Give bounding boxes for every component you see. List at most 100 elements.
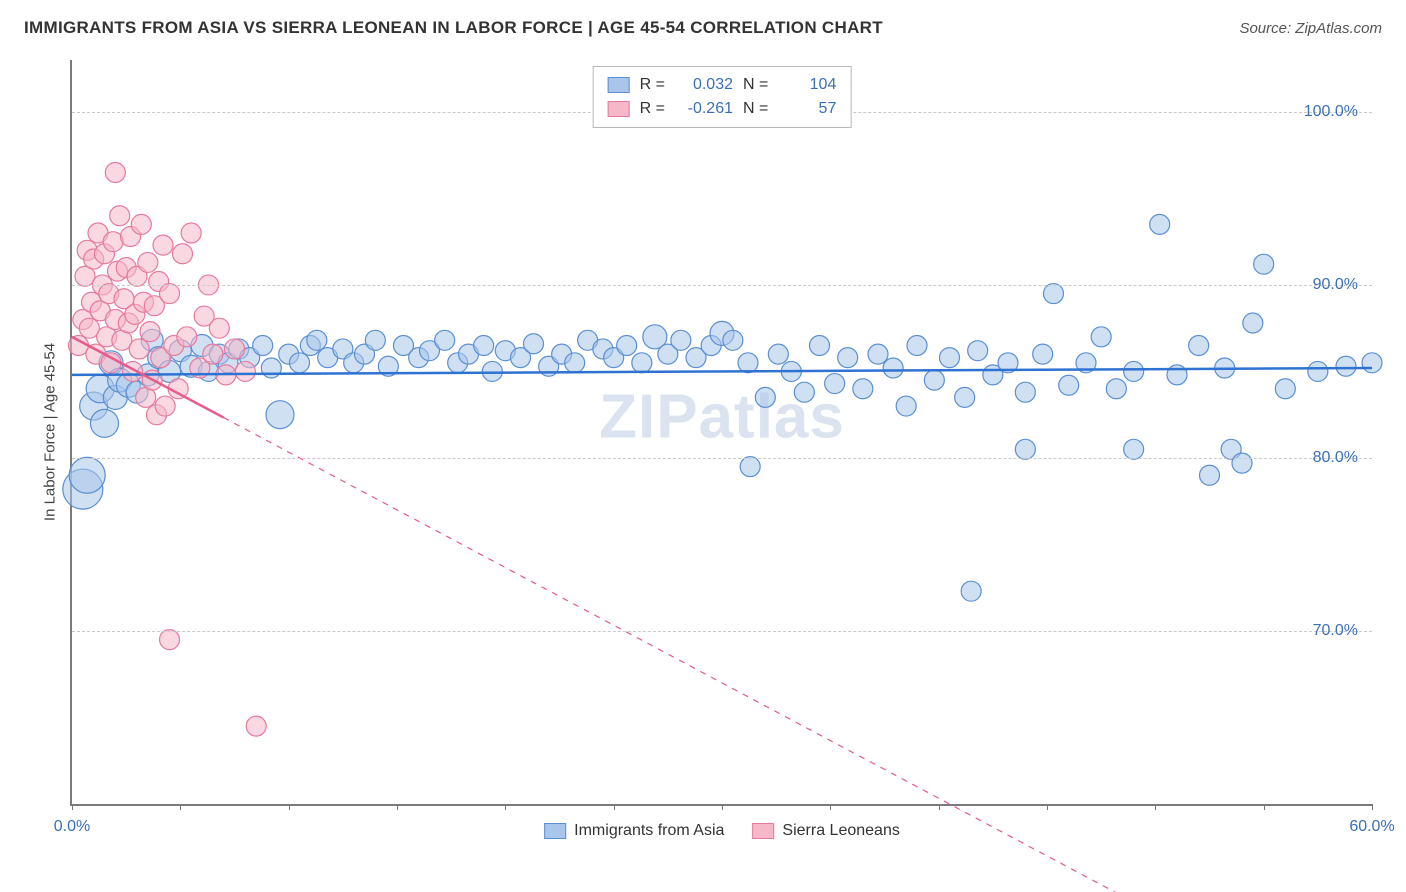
- data-point: [524, 334, 544, 354]
- n-value-sierra: 57: [778, 97, 836, 121]
- data-point: [138, 252, 158, 272]
- data-point: [632, 353, 652, 373]
- data-point: [1362, 353, 1382, 373]
- trend-line-dashed: [224, 418, 1372, 892]
- header: IMMIGRANTS FROM ASIA VS SIERRA LEONEAN I…: [0, 0, 1406, 48]
- data-point: [883, 358, 903, 378]
- data-point: [1033, 344, 1053, 364]
- data-point: [266, 401, 294, 429]
- data-point: [1015, 439, 1035, 459]
- x-tick: [1264, 804, 1265, 810]
- data-point: [1044, 284, 1064, 304]
- data-point: [365, 330, 385, 350]
- data-point: [1124, 361, 1144, 381]
- data-point: [307, 330, 327, 350]
- data-point: [868, 344, 888, 364]
- legend-swatch-asia: [608, 77, 630, 93]
- data-point: [160, 284, 180, 304]
- x-tick: [939, 804, 940, 810]
- legend-item-asia: Immigrants from Asia: [544, 822, 724, 840]
- x-tick: [830, 804, 831, 810]
- data-point: [755, 387, 775, 407]
- data-point: [617, 335, 637, 355]
- data-point: [246, 716, 266, 736]
- data-point: [1200, 465, 1220, 485]
- data-point: [181, 223, 201, 243]
- data-point: [1015, 382, 1035, 402]
- legend-label-sierra: Sierra Leoneans: [782, 822, 899, 840]
- data-point: [1232, 453, 1252, 473]
- legend-swatch-asia-icon: [544, 823, 566, 839]
- x-tick: [289, 804, 290, 810]
- plot-area: In Labor Force | Age 45-54 ZIPatlas R = …: [70, 60, 1372, 806]
- y-tick-label: 90.0%: [1313, 276, 1358, 294]
- data-point: [105, 162, 125, 182]
- legend-row-asia: R = 0.032 N = 104: [608, 73, 837, 97]
- correlation-chart: In Labor Force | Age 45-54 ZIPatlas R = …: [24, 50, 1382, 850]
- data-point: [153, 235, 173, 255]
- data-point: [253, 335, 273, 355]
- correlation-legend: R = 0.032 N = 104 R = -0.261 N = 57: [593, 66, 852, 128]
- data-point: [723, 330, 743, 350]
- data-point: [140, 322, 160, 342]
- data-point: [1059, 375, 1079, 395]
- x-tick-label: 0.0%: [54, 818, 90, 836]
- data-point: [131, 214, 151, 234]
- data-point: [91, 409, 119, 437]
- x-tick-label: 60.0%: [1349, 818, 1394, 836]
- data-point: [907, 335, 927, 355]
- x-tick: [72, 804, 73, 810]
- data-point: [1150, 214, 1170, 234]
- data-point: [853, 379, 873, 399]
- r-label: R =: [640, 97, 665, 121]
- data-point: [203, 344, 223, 364]
- data-point: [235, 361, 255, 381]
- x-tick: [1372, 804, 1373, 810]
- data-point: [738, 353, 758, 373]
- data-point: [740, 457, 760, 477]
- data-point: [177, 327, 197, 347]
- data-point: [794, 382, 814, 402]
- data-point: [435, 330, 455, 350]
- data-point: [1106, 379, 1126, 399]
- x-tick: [397, 804, 398, 810]
- data-point: [101, 353, 121, 373]
- x-tick: [180, 804, 181, 810]
- data-point: [1336, 356, 1356, 376]
- data-point: [838, 348, 858, 368]
- data-point: [940, 348, 960, 368]
- legend-label-asia: Immigrants from Asia: [574, 822, 724, 840]
- data-point: [155, 396, 175, 416]
- data-point: [671, 330, 691, 350]
- data-point: [955, 387, 975, 407]
- data-point: [290, 353, 310, 373]
- chart-title: IMMIGRANTS FROM ASIA VS SIERRA LEONEAN I…: [24, 18, 883, 38]
- data-point: [209, 318, 229, 338]
- data-point: [1275, 379, 1295, 399]
- data-point: [474, 335, 494, 355]
- gridline-h: [72, 285, 1372, 286]
- series-legend: Immigrants from Asia Sierra Leoneans: [544, 822, 900, 840]
- data-point: [173, 244, 193, 264]
- r-value-asia: 0.032: [675, 73, 733, 97]
- y-axis-title: In Labor Force | Age 45-54: [42, 343, 59, 521]
- data-point: [1308, 361, 1328, 381]
- legend-row-sierra: R = -0.261 N = 57: [608, 97, 837, 121]
- r-label: R =: [640, 73, 665, 97]
- data-point: [160, 630, 180, 650]
- x-tick: [614, 804, 615, 810]
- n-label: N =: [743, 73, 768, 97]
- data-point: [1124, 439, 1144, 459]
- data-point: [768, 344, 788, 364]
- data-point: [896, 396, 916, 416]
- y-tick-label: 80.0%: [1313, 449, 1358, 467]
- n-value-asia: 104: [778, 73, 836, 97]
- data-point: [69, 457, 105, 493]
- n-label: N =: [743, 97, 768, 121]
- r-value-sierra: -0.261: [675, 97, 733, 121]
- data-point: [1243, 313, 1263, 333]
- legend-swatch-sierra-icon: [752, 823, 774, 839]
- x-tick: [1047, 804, 1048, 810]
- y-tick-label: 70.0%: [1313, 622, 1358, 640]
- data-point: [1189, 335, 1209, 355]
